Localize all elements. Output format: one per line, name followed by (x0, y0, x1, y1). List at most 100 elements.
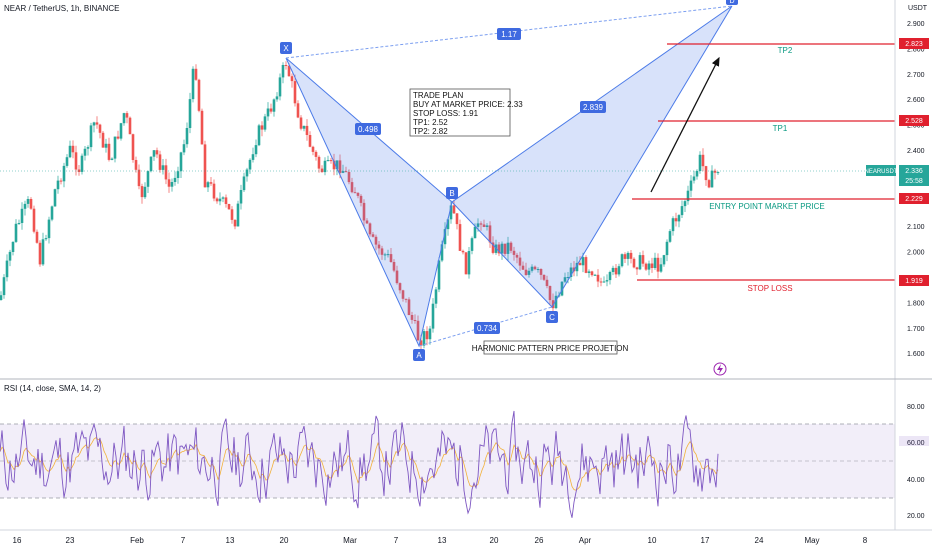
candle-body (23, 203, 27, 209)
candle-body (692, 176, 696, 181)
projection-arrow[interactable] (650, 56, 720, 193)
candle-body (641, 255, 645, 264)
svg-text:1.17: 1.17 (501, 30, 517, 39)
candle-body (167, 179, 171, 187)
lightning-icon[interactable] (713, 362, 727, 376)
time-tick: Feb (130, 536, 144, 545)
candle-body (188, 99, 192, 128)
candle-body (50, 206, 54, 220)
time-tick: Apr (579, 536, 592, 545)
time-axis[interactable]: 16 23 Feb 7 13 20 Mar 7 13 20 26 Apr 10 … (0, 529, 932, 550)
tp1-label: TP1 (773, 124, 788, 133)
candle-body (668, 231, 672, 242)
candle-body (95, 122, 99, 125)
candle-body (443, 229, 447, 245)
point-c-marker[interactable]: C (546, 311, 558, 323)
ratio-label-ac: 0.734 (474, 322, 500, 334)
candle-body (464, 252, 468, 275)
rsi-pane[interactable]: RSI (14, close, SMA, 14, 2) (0, 384, 895, 518)
candle-body (416, 320, 420, 341)
candle-body (152, 150, 156, 157)
point-d-marker[interactable]: D (726, 0, 738, 5)
candle-body (185, 128, 189, 145)
candle-body (707, 180, 711, 188)
candle-body (59, 180, 63, 182)
point-a-marker[interactable]: A (413, 349, 425, 361)
svg-text:B: B (449, 189, 454, 198)
time-tick: 20 (280, 536, 289, 545)
candle-body (584, 257, 588, 273)
rsi-line (0, 410, 719, 518)
candle-body (524, 269, 528, 275)
candle-body (542, 274, 546, 280)
candle-body (566, 277, 570, 278)
candle-body (359, 195, 363, 203)
time-tick: 23 (66, 536, 75, 545)
time-tick: 24 (755, 536, 764, 545)
time-tick: 20 (490, 536, 499, 545)
candle-body (434, 289, 438, 304)
harmonic-pattern-label[interactable]: HARMONIC PATTERN PRICE PROJETION (472, 340, 629, 355)
candle-body (614, 267, 618, 275)
candle-body (374, 236, 378, 245)
point-x-marker[interactable]: X (280, 42, 292, 54)
candle-body (674, 218, 678, 222)
candle-body (575, 262, 579, 272)
candle-body (209, 182, 213, 184)
candle-body (254, 145, 258, 155)
candle-body (110, 158, 114, 160)
candle-body (320, 168, 324, 173)
price-tick: 2.400 (907, 148, 925, 155)
candle-body (125, 113, 129, 118)
candle-body (671, 218, 675, 232)
candle-body (656, 257, 660, 272)
candle-body (500, 243, 504, 254)
candle-body (326, 160, 330, 162)
candle-body (137, 169, 141, 187)
candle-body (257, 125, 261, 146)
candle-body (371, 234, 375, 237)
candle-body (461, 250, 465, 253)
price-axis[interactable]: USDT 2.9002.8002.7002.6002.5002.4002.300… (864, 0, 932, 385)
candle-body (266, 108, 270, 117)
candle-body (590, 271, 594, 276)
candle-body (224, 197, 228, 204)
candle-body (449, 205, 453, 220)
candle-body (521, 265, 525, 270)
candle-body (377, 244, 381, 249)
candle-body (293, 81, 297, 104)
candle-body (650, 263, 654, 268)
candle-body (182, 144, 186, 153)
candle-body (362, 202, 366, 221)
point-b-marker[interactable]: B (446, 187, 458, 199)
candle-body (485, 225, 489, 227)
candle-body (38, 242, 42, 265)
candle-body (437, 260, 441, 290)
candle-body (347, 172, 351, 183)
candle-body (398, 283, 402, 291)
svg-text:0.734: 0.734 (477, 324, 498, 333)
rsi-tick: 60.00 (907, 440, 925, 447)
candle-body (611, 267, 615, 272)
candle-body (689, 180, 693, 191)
candle-body (101, 132, 105, 148)
candle-body (230, 209, 234, 220)
candle-body (392, 262, 396, 271)
candle-body (458, 224, 462, 251)
candle-body (467, 251, 471, 275)
candle-body (236, 203, 240, 227)
rsi-title: RSI (14, close, SMA, 14, 2) (4, 384, 101, 393)
candle-body (683, 201, 687, 207)
trade-plan-box[interactable]: TRADE PLAN BUY AT MARKET PRICE: 2.33 STO… (409, 88, 523, 137)
candle-body (455, 213, 459, 225)
candle-body (68, 145, 72, 158)
candle-body (476, 223, 480, 227)
price-pane[interactable]: 0.498 0.734 1.17 2.839 X A B C (0, 0, 895, 378)
candle-body (701, 154, 705, 167)
candle-body (338, 160, 342, 173)
candle-body (146, 171, 150, 187)
candle-body (2, 277, 6, 296)
entry-price-tag: 2.229 (899, 193, 929, 204)
trade-plan-tp1: TP1: 2.52 (413, 118, 448, 127)
